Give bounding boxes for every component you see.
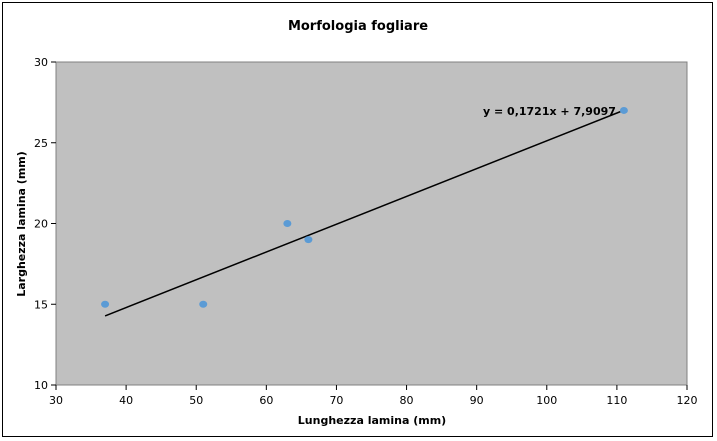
y-tick-label: 25: [34, 137, 48, 150]
data-point: [619, 106, 628, 114]
data-point: [304, 236, 313, 244]
chart-title: Morfologia fogliare: [288, 19, 428, 34]
x-tick-label: 40: [119, 394, 133, 407]
y-axis: 10 15 20 25 30: [34, 56, 56, 392]
x-tick-label: 30: [49, 394, 63, 407]
data-points: [101, 106, 628, 308]
x-tick-label: 110: [606, 394, 627, 407]
x-axis: 30 40 50 60 70 80 90 100 110 120: [49, 385, 698, 407]
y-axis-title: Larghezza lamina (mm): [15, 151, 28, 297]
x-tick-label: 80: [400, 394, 414, 407]
x-tick-label: 120: [677, 394, 698, 407]
y-tick-label: 30: [34, 56, 48, 69]
y-tick-label: 20: [34, 218, 48, 231]
trendline-equation: y = 0,1721x + 7,9097: [483, 105, 616, 118]
data-point: [101, 300, 110, 308]
x-tick-label: 90: [470, 394, 484, 407]
x-tick-label: 50: [189, 394, 203, 407]
trendline: [104, 109, 625, 317]
x-tick-label: 60: [259, 394, 273, 407]
x-tick-label: 100: [536, 394, 557, 407]
data-point: [199, 300, 208, 308]
data-point: [283, 220, 292, 227]
y-tick-label: 15: [34, 298, 48, 311]
x-axis-title: Lunghezza lamina (mm): [298, 414, 446, 427]
plot-area: [55, 61, 688, 386]
y-tick-label: 10: [34, 379, 48, 392]
x-tick-label: 70: [329, 394, 343, 407]
